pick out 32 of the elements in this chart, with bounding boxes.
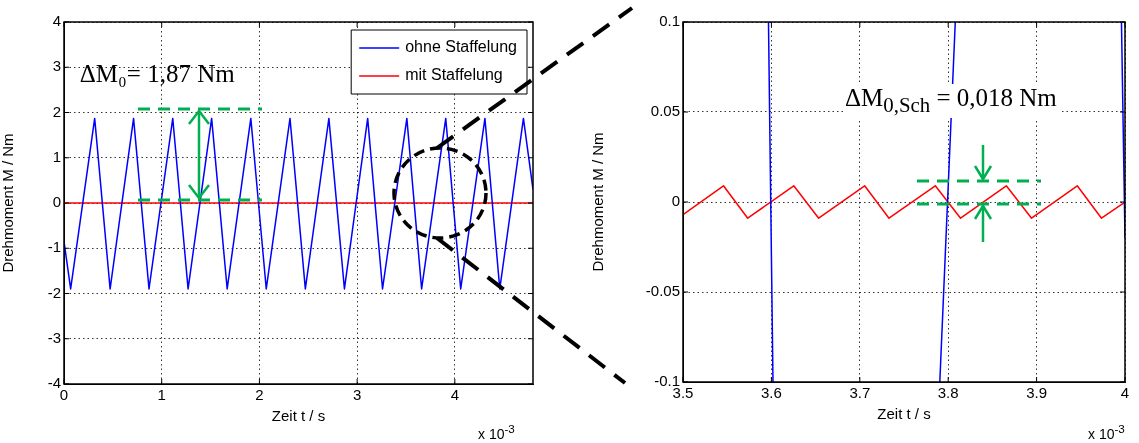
y-tick-label: -2 [47, 283, 61, 301]
x-tick-label: 3 [352, 386, 362, 404]
annotation: ΔM₀= 1,87 Nm [79, 60, 235, 89]
text: x 10$^{-3}$ [478, 422, 515, 442]
y-tick-label: -0.05 [645, 282, 680, 300]
x-tick-label: 4 [1120, 384, 1130, 402]
y-tick-label: -4 [47, 374, 61, 392]
y-axis-title: Drehmoment M / Nm [589, 132, 607, 272]
y-tick-label: 0.05 [650, 102, 680, 120]
annotation: ΔM$_{0,Sch}$ = 0,018 Nm [843, 84, 1059, 118]
y-tick-label: 3 [52, 57, 61, 75]
x-axis-title: Zeit t / s [877, 405, 931, 423]
y-axis-title: Drehmoment M / Nm [0, 133, 17, 273]
y-tick-label: -3 [47, 328, 61, 346]
y-tick-label: 0 [52, 193, 61, 211]
x-tick-label: 3.7 [849, 384, 871, 402]
x-tick-label: 4 [450, 386, 460, 404]
y-tick-label: 0 [671, 192, 680, 210]
text: x 10$^{-3}$ [1088, 422, 1125, 442]
x-tick-label: 1 [157, 386, 166, 404]
legend-label: mit Staffelung [405, 66, 503, 84]
x-tick-label: 2 [255, 386, 264, 404]
x-axis-title: Zeit t / s [271, 407, 326, 425]
legend-label: ohne Staffelung [405, 38, 518, 56]
x-tick-label: 3.6 [760, 384, 782, 402]
y-tick-label: 4 [52, 12, 61, 30]
y-tick-label: -1 [47, 238, 61, 256]
y-tick-label: 2 [52, 102, 61, 120]
y-tick-label: 0.1 [659, 12, 680, 30]
x-tick-label: 3.9 [1026, 384, 1048, 402]
x-tick-label: 3.8 [937, 384, 959, 402]
y-tick-label: 1 [52, 147, 61, 165]
